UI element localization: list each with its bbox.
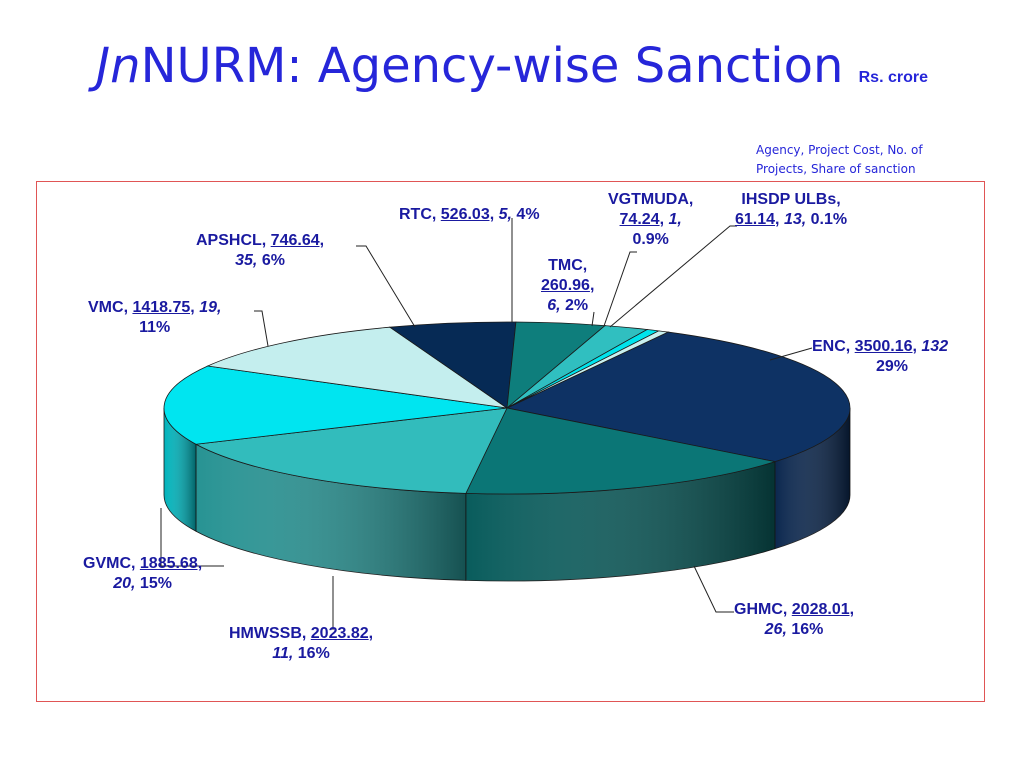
leader-line-vmc <box>254 310 269 347</box>
title-italic: Jn <box>95 38 141 94</box>
label-vmc-share: 11% <box>139 319 171 336</box>
label-enc-share: 29% <box>876 358 909 375</box>
pie-slice-vmc <box>206 326 508 409</box>
leader-line-ihsdp <box>609 225 737 328</box>
label-hmwssb-agency: HMWSSB <box>229 625 302 642</box>
label-gvmc-cost: 1885.68, <box>139 555 203 572</box>
leader-line-tmc <box>591 311 595 327</box>
page-title: JnNURM: Agency-wise Sanction Rs. crore <box>0 40 1024 93</box>
label-ihsdp: IHSDP ULBs, 61.14, 13, 0.1% <box>735 191 848 228</box>
label-gvmc-projects: 20, <box>113 575 136 592</box>
label-apshcl: APSHCL, 746.64, 35, 6% <box>196 232 325 269</box>
label-ghmc-cost: 2028.01, <box>791 601 855 618</box>
label-ghmc: GHMC, 2028.01, 26, 16% <box>734 601 855 638</box>
label-ihsdp-projects: 13, <box>783 211 807 228</box>
label-apshcl-agency: APSHCL <box>196 232 262 249</box>
label-apshcl-share: 6% <box>261 252 285 269</box>
pie-slice-gvmc <box>163 365 508 445</box>
label-apshcl-cost: 746.64, <box>270 232 325 249</box>
legend-note: Agency, Project Cost, No. of Projects, S… <box>756 143 923 176</box>
label-hmwssb: HMWSSB, 2023.82, 11, 16% <box>229 625 374 662</box>
pie-side-shade-ghmc <box>465 461 776 581</box>
label-enc-projects: 132 <box>921 338 949 355</box>
leader-lines <box>160 218 813 630</box>
label-vgtmuda-cost: 74.24 <box>619 211 660 228</box>
leader-line-gvmc <box>160 508 224 567</box>
label-gvmc: GVMC, 1885.68, 20, 15% <box>83 555 203 592</box>
chart-frame <box>36 181 985 702</box>
label-enc-cost: 3500.16 <box>854 338 913 355</box>
label-gvmc-share: 15% <box>139 575 172 592</box>
label-enc-agency: ENC <box>812 338 846 355</box>
pie-slice-ihsdp <box>506 330 670 409</box>
label-ihsdp-agency: IHSDP ULBs <box>741 191 837 208</box>
pie-sides <box>163 407 851 582</box>
label-enc: ENC, 3500.16, 132 29% <box>812 338 949 375</box>
label-hmwssb-projects: 11, <box>272 645 294 662</box>
label-vgtmuda-share: 0.9% <box>632 231 669 248</box>
label-vgtmuda-agency: VGTMUDA <box>608 191 689 208</box>
title-main: NURM: Agency-wise Sanction <box>140 38 844 94</box>
label-tmc-projects: 6, <box>547 297 561 314</box>
leader-line-apshcl <box>356 245 416 328</box>
leader-line-vgtmuda <box>603 251 637 327</box>
label-rtc-share: 4% <box>516 206 540 223</box>
label-ihsdp-share: 0.1% <box>810 211 848 228</box>
label-vmc: VMC, 1418.75, 19, 11% <box>88 299 222 336</box>
label-rtc: RTC, 526.03, 5, 4% <box>399 206 540 223</box>
label-hmwssb-cost: 2023.82 <box>310 625 369 642</box>
label-ghmc-share: 16% <box>791 621 824 638</box>
label-vmc-projects: 19, <box>199 299 222 316</box>
label-apshcl-projects: 35, <box>235 252 258 269</box>
label-ghmc-agency: GHMC <box>734 601 783 618</box>
label-rtc-cost: 526.03, <box>440 206 495 223</box>
label-ghmc-projects: 26, <box>764 621 787 638</box>
pie-slice-ghmc <box>465 407 776 495</box>
pie-slice-apshcl <box>388 321 517 409</box>
pie-tops <box>163 321 851 495</box>
label-gvmc-agency: GVMC <box>83 555 131 572</box>
pie-side-shade-enc <box>775 408 850 549</box>
label-ihsdp-cost: 61.14, <box>735 211 780 228</box>
label-vmc-cost: 1418.75, <box>132 299 195 316</box>
label-rtc-agency: RTC <box>399 206 432 223</box>
title-unit: Rs. crore <box>858 69 928 86</box>
pie-side-shade-gvmc <box>164 408 196 532</box>
label-vgtmuda: VGTMUDA, 74.24, 1, 0.9% <box>608 191 694 248</box>
label-tmc-cost: 260.96 <box>541 277 590 294</box>
label-tmc: TMC, 260.96, 6, 2% <box>541 257 595 314</box>
label-rtc-projects: 5, <box>498 206 512 223</box>
label-vgtmuda-projects: 1, <box>668 211 682 228</box>
leader-line-ghmc <box>693 565 734 613</box>
label-vmc-agency: VMC <box>88 299 124 316</box>
label-hmwssb-share: 16% <box>297 645 330 662</box>
leader-line-enc <box>769 347 813 361</box>
pie-slice-hmwssb <box>194 407 508 494</box>
pie-slice-enc <box>505 331 851 463</box>
label-tmc-share: 2% <box>565 297 589 314</box>
pie-side-shade-hmwssb <box>195 444 466 581</box>
label-tmc-agency: TMC <box>548 257 583 274</box>
